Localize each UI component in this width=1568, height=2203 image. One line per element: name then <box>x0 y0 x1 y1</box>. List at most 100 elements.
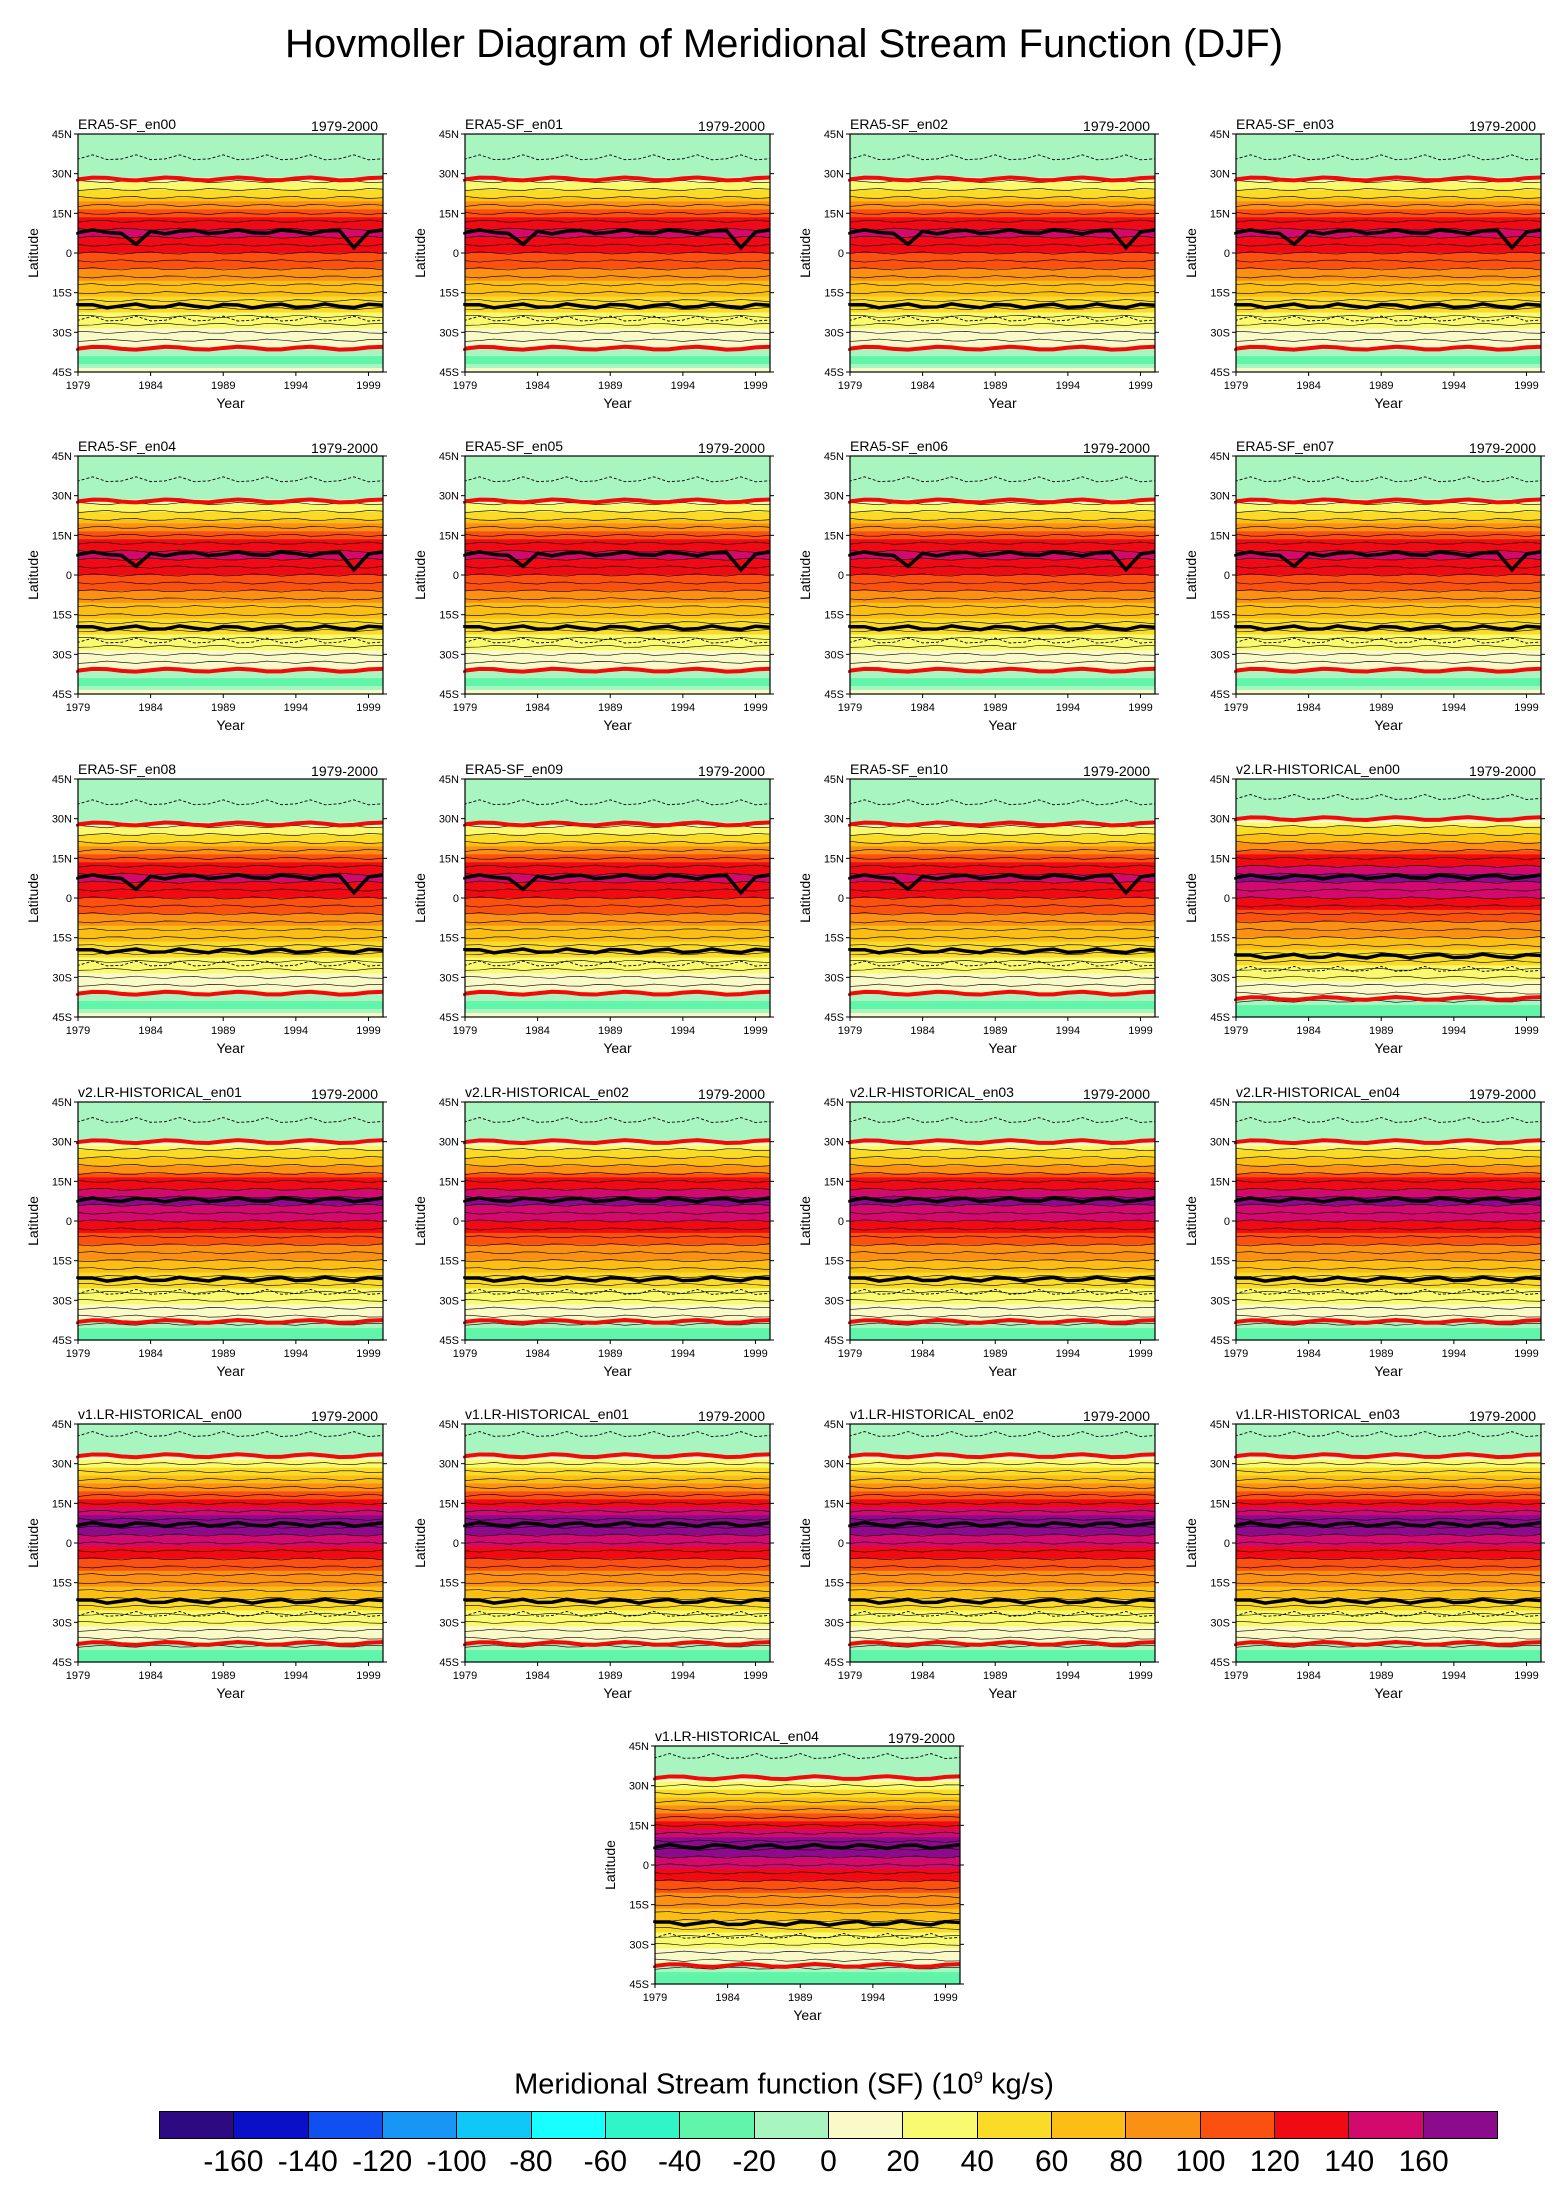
sf-band <box>465 782 770 788</box>
sf-band <box>78 260 383 266</box>
sf-band <box>850 241 1155 246</box>
sf-band <box>78 1511 383 1516</box>
panel-title: v1.LR-HISTORICAL_en01 <box>465 1406 629 1422</box>
sf-band <box>850 1431 1155 1437</box>
sf-band <box>465 324 770 329</box>
max-center-line <box>463 1196 771 1204</box>
sf-band <box>78 276 383 282</box>
y-tick-label: 45N <box>824 451 844 463</box>
sf-band <box>1236 304 1541 310</box>
sf-band <box>465 300 770 306</box>
sf-band <box>1236 1626 1541 1631</box>
sf-band <box>1236 1169 1541 1174</box>
sf-band <box>1236 1606 1541 1612</box>
sf-band <box>78 898 383 903</box>
sf-band <box>1236 165 1541 171</box>
contour-line <box>464 1306 771 1310</box>
y-tick-label: 0 <box>838 248 844 260</box>
x-tick-label: 1994 <box>1442 702 1466 714</box>
contour-line <box>849 565 1156 569</box>
sf-band <box>78 253 383 258</box>
sf-band <box>850 937 1155 943</box>
sf-band <box>1236 253 1541 258</box>
sf-band <box>1236 838 1541 844</box>
sf-band <box>465 1499 770 1504</box>
y-tick-label: 30N <box>824 491 844 503</box>
sf-band <box>78 1296 383 1301</box>
y-tick-label: 15N <box>824 208 844 220</box>
x-tick-label: 1979 <box>1224 380 1248 392</box>
sf-band <box>850 169 1155 175</box>
sf-band <box>78 1550 383 1556</box>
sf-band <box>850 475 1155 481</box>
sf-band <box>78 1153 383 1159</box>
contour-line <box>1235 314 1542 318</box>
contour-line <box>1235 203 1542 207</box>
sf-band <box>850 1173 1155 1178</box>
sf-band <box>465 217 770 222</box>
sf-band <box>78 890 383 895</box>
contour-line <box>1235 1573 1542 1577</box>
dry-zone-line <box>463 624 771 632</box>
contour-line <box>464 1620 771 1624</box>
colorbar-title: Meridional Stream function (SF) (109 kg/… <box>0 2068 1568 2102</box>
sf-band <box>1236 1213 1541 1218</box>
sf-band <box>78 515 383 521</box>
sf-band <box>465 237 770 242</box>
sf-band <box>465 288 770 294</box>
sf-band <box>850 1153 1155 1159</box>
sf-band <box>850 786 1155 792</box>
contour-line <box>77 880 384 884</box>
sf-band <box>78 1491 383 1496</box>
sf-band <box>465 221 770 226</box>
sf-band <box>465 193 770 199</box>
sf-band <box>850 1145 1155 1151</box>
sf-band <box>465 1240 770 1246</box>
x-tick-label: 1989 <box>598 702 622 714</box>
sf-band <box>1236 610 1541 616</box>
sf-band <box>78 217 383 222</box>
sf-band <box>465 969 770 974</box>
sf-band <box>465 1507 770 1512</box>
contour-line <box>849 1462 1156 1466</box>
sf-band <box>850 507 1155 513</box>
x-tick-label: 1989 <box>598 380 622 392</box>
x-tick-label: 1994 <box>1056 1670 1080 1682</box>
sf-band <box>78 642 383 647</box>
sf-band <box>78 985 383 990</box>
sf-band <box>655 1928 960 1934</box>
sf-band <box>850 300 1155 306</box>
sf-band <box>850 650 1155 655</box>
contour-line <box>1235 872 1542 876</box>
x-tick-label: 1989 <box>598 1348 622 1360</box>
sf-band <box>1236 459 1541 465</box>
sf-band <box>850 145 1155 151</box>
x-tick-label: 1984 <box>525 1025 549 1037</box>
zero-contour <box>463 989 771 997</box>
sf-band <box>465 1511 770 1516</box>
x-tick-label: 1979 <box>66 1025 90 1037</box>
negative-contour <box>849 960 1156 967</box>
sf-band <box>1236 467 1541 473</box>
sf-band <box>850 582 1155 588</box>
sf-band <box>1236 1157 1541 1163</box>
sf-band <box>465 921 770 927</box>
x-tick-label: 1999 <box>356 1670 380 1682</box>
sf-band <box>1236 241 1541 246</box>
contour-line <box>849 833 1156 837</box>
negative-contour <box>77 154 384 161</box>
y-tick-label: 0 <box>66 893 72 905</box>
contour-line <box>77 967 384 971</box>
sf-band <box>655 1872 960 1878</box>
sf-band <box>1236 181 1541 187</box>
contour-line <box>464 1267 771 1271</box>
contour-line <box>77 652 384 656</box>
colorbar-label: 80 <box>1109 2145 1143 2178</box>
x-axis-label: Year <box>988 395 1017 411</box>
contour-line <box>1235 660 1542 664</box>
contour-line <box>1235 912 1542 916</box>
sf-band <box>465 463 770 469</box>
sf-band <box>78 268 383 274</box>
contour-line <box>77 825 384 829</box>
sf-band <box>78 925 383 931</box>
